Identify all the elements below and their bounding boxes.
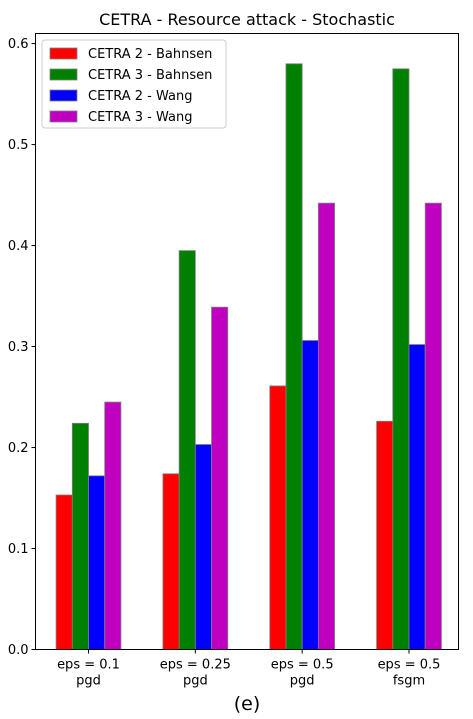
legend-label: CETRA 3 - Bahnsen bbox=[88, 68, 212, 83]
legend-swatch bbox=[49, 110, 78, 123]
y-axis: 0.0 0.1 0.2 0.3 0.4 0.5 0.6 bbox=[8, 37, 36, 658]
bar-cetra-3-bahnsen-3 bbox=[392, 68, 410, 650]
x-axis-label: (e) bbox=[234, 693, 261, 715]
x-tick-label: eps = 0.1 bbox=[57, 658, 120, 673]
y-tick-label: 0.2 bbox=[8, 441, 29, 456]
legend: CETRA 2 - Bahnsen CETRA 3 - Bahnsen CETRA … bbox=[41, 39, 227, 129]
bar-cetra-3-wang-3 bbox=[424, 202, 442, 650]
legend-label: CETRA 3 - Wang bbox=[88, 110, 192, 125]
bar-cetra-2-wang-2 bbox=[301, 340, 319, 650]
x-tick-label: eps = 0.5 bbox=[271, 658, 334, 673]
bar-cetra-2-wang-1 bbox=[194, 444, 212, 650]
bar-cetra-3-bahnsen-0 bbox=[71, 422, 89, 650]
bar-cetra-2-bahnsen-0 bbox=[55, 494, 73, 650]
bar-cetra-2-bahnsen-1 bbox=[162, 473, 180, 650]
x-tick-label: pgd bbox=[76, 674, 101, 689]
bar-cetra-2-bahnsen-2 bbox=[269, 385, 287, 650]
bar-cetra-3-bahnsen-1 bbox=[178, 250, 196, 650]
y-tick-label: 0.0 bbox=[8, 643, 29, 658]
bar-cetra-3-wang-2 bbox=[317, 202, 335, 650]
bar-cetra-3-wang-1 bbox=[211, 306, 229, 650]
bar-cetra-2-wang-0 bbox=[88, 475, 106, 650]
y-tick-label: 0.1 bbox=[8, 542, 29, 557]
x-tick-label: eps = 0.5 bbox=[378, 658, 441, 673]
x-tick-label: eps = 0.25 bbox=[160, 658, 231, 673]
bar-cetra-3-bahnsen-2 bbox=[285, 63, 303, 650]
legend-label: CETRA 2 - Wang bbox=[88, 89, 192, 104]
x-tick-label: pgd bbox=[290, 674, 315, 689]
x-tick-label: fsgm bbox=[393, 674, 425, 689]
bar-cetra-2-wang-3 bbox=[408, 344, 426, 650]
legend-swatch bbox=[49, 47, 78, 60]
bar-cetra-3-wang-0 bbox=[104, 401, 122, 650]
legend-swatch bbox=[49, 89, 78, 102]
bar-cetra-2-bahnsen-3 bbox=[376, 420, 394, 650]
legend-label: CETRA 2 - Bahnsen bbox=[88, 47, 212, 62]
chart-title: CETRA - Resource attack - Stochastic bbox=[99, 10, 395, 29]
x-tick-label: pgd bbox=[183, 674, 208, 689]
y-tick-label: 0.4 bbox=[8, 239, 29, 254]
bars-group bbox=[55, 63, 442, 650]
legend-swatch bbox=[49, 68, 78, 81]
y-tick-label: 0.3 bbox=[8, 340, 29, 355]
y-tick-label: 0.6 bbox=[8, 37, 29, 52]
plot-frame bbox=[35, 33, 459, 650]
legend-box bbox=[41, 39, 227, 129]
y-tick-label: 0.5 bbox=[8, 138, 29, 153]
